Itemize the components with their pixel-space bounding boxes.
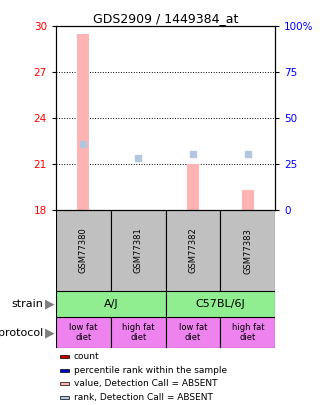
Bar xyxy=(187,164,199,210)
Bar xyxy=(166,291,275,317)
Bar xyxy=(56,291,166,317)
Text: C57BL/6J: C57BL/6J xyxy=(196,299,245,309)
Title: GDS2909 / 1449384_at: GDS2909 / 1449384_at xyxy=(93,12,238,25)
Bar xyxy=(77,34,89,210)
Text: GSM77380: GSM77380 xyxy=(79,228,88,273)
Text: low fat
diet: low fat diet xyxy=(179,323,207,342)
Bar xyxy=(166,210,220,291)
Bar xyxy=(220,210,275,291)
Text: GSM77383: GSM77383 xyxy=(243,228,252,273)
Bar xyxy=(60,396,69,399)
Text: value, Detection Call = ABSENT: value, Detection Call = ABSENT xyxy=(74,379,217,388)
Text: protocol: protocol xyxy=(0,328,43,337)
Text: A/J: A/J xyxy=(103,299,118,309)
Bar xyxy=(56,210,111,291)
Text: count: count xyxy=(74,352,99,361)
Bar xyxy=(111,317,166,348)
Bar xyxy=(60,369,69,371)
Bar xyxy=(242,190,254,210)
Text: ▶: ▶ xyxy=(45,326,54,339)
Bar xyxy=(60,355,69,358)
Bar xyxy=(111,210,166,291)
Text: high fat
diet: high fat diet xyxy=(122,323,155,342)
Text: percentile rank within the sample: percentile rank within the sample xyxy=(74,366,227,375)
Bar xyxy=(56,317,111,348)
Text: rank, Detection Call = ABSENT: rank, Detection Call = ABSENT xyxy=(74,393,212,402)
Text: GSM77382: GSM77382 xyxy=(188,228,197,273)
Text: low fat
diet: low fat diet xyxy=(69,323,98,342)
Text: ▶: ▶ xyxy=(45,297,54,310)
Bar xyxy=(220,317,275,348)
Text: strain: strain xyxy=(11,299,43,309)
Bar xyxy=(166,317,220,348)
Text: high fat
diet: high fat diet xyxy=(232,323,264,342)
Bar xyxy=(132,209,144,210)
Text: GSM77381: GSM77381 xyxy=(134,228,143,273)
Bar xyxy=(60,382,69,385)
